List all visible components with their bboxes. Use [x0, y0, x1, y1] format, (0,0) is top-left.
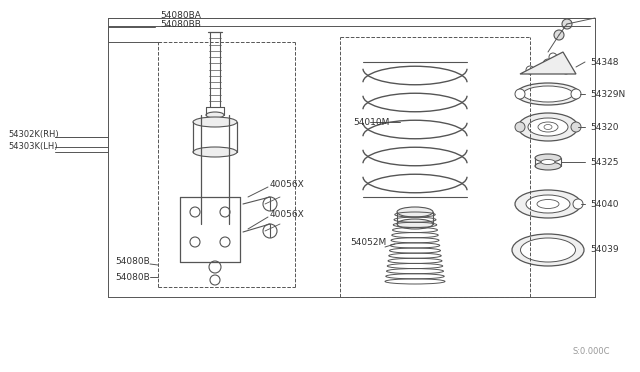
Text: 54302K(RH): 54302K(RH) — [8, 129, 59, 138]
Circle shape — [526, 66, 534, 74]
Ellipse shape — [512, 234, 584, 266]
Ellipse shape — [538, 122, 558, 132]
Ellipse shape — [544, 125, 552, 129]
Circle shape — [220, 207, 230, 217]
Circle shape — [190, 237, 200, 247]
Circle shape — [554, 30, 564, 40]
Ellipse shape — [515, 190, 581, 218]
Circle shape — [562, 66, 570, 74]
Text: S:0.000C: S:0.000C — [573, 347, 610, 356]
Ellipse shape — [516, 83, 580, 105]
Circle shape — [209, 261, 221, 273]
Circle shape — [263, 197, 277, 211]
Circle shape — [515, 122, 525, 132]
Ellipse shape — [528, 118, 568, 136]
Ellipse shape — [535, 154, 561, 162]
Circle shape — [571, 89, 581, 99]
Ellipse shape — [518, 113, 578, 141]
Text: 54320: 54320 — [590, 122, 618, 131]
Polygon shape — [520, 52, 576, 74]
Ellipse shape — [523, 86, 573, 102]
Circle shape — [571, 122, 581, 132]
Ellipse shape — [535, 162, 561, 170]
Ellipse shape — [526, 195, 570, 213]
Ellipse shape — [206, 112, 224, 118]
Ellipse shape — [193, 147, 237, 157]
Text: 54080B: 54080B — [115, 273, 150, 282]
Ellipse shape — [397, 207, 433, 217]
Text: 54303K(LH): 54303K(LH) — [8, 141, 58, 151]
Circle shape — [190, 207, 200, 217]
Ellipse shape — [520, 238, 575, 262]
Ellipse shape — [537, 199, 559, 208]
Ellipse shape — [541, 160, 555, 164]
Circle shape — [263, 224, 277, 238]
Text: 54080B: 54080B — [115, 257, 150, 266]
Ellipse shape — [193, 117, 237, 127]
Text: 54039: 54039 — [590, 246, 619, 254]
Text: 54080BA: 54080BA — [160, 10, 201, 19]
Circle shape — [220, 237, 230, 247]
Circle shape — [543, 59, 553, 69]
Text: 54325: 54325 — [590, 157, 618, 167]
Text: 40056X: 40056X — [270, 180, 305, 189]
Circle shape — [210, 275, 220, 285]
Text: 54080BB: 54080BB — [160, 19, 201, 29]
Text: 40056X: 40056X — [270, 209, 305, 218]
Circle shape — [562, 19, 572, 29]
Ellipse shape — [397, 219, 433, 229]
Text: 54052M: 54052M — [350, 237, 387, 247]
Text: 54010M: 54010M — [353, 118, 389, 126]
Circle shape — [515, 89, 525, 99]
Circle shape — [549, 53, 557, 61]
Text: 54329N: 54329N — [590, 90, 625, 99]
Text: 54040: 54040 — [590, 199, 618, 208]
Circle shape — [573, 199, 583, 209]
Text: 54348: 54348 — [590, 58, 618, 67]
